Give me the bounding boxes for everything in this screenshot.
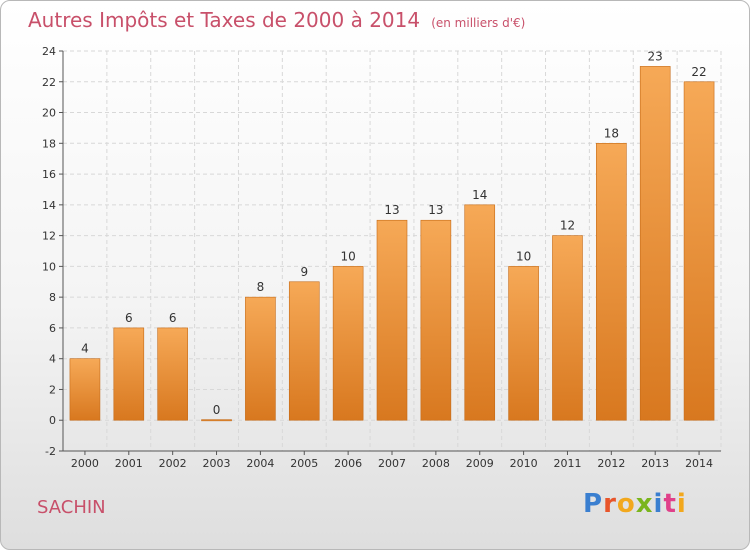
bar-value-label: 10: [340, 249, 355, 263]
x-tick-label: 2011: [553, 457, 581, 470]
bar: [69, 358, 101, 421]
logo-letter: r: [603, 489, 617, 519]
bar: [157, 327, 188, 421]
y-tick-label: 18: [42, 137, 56, 150]
chart-unit: (en milliers d'€): [431, 16, 526, 30]
bar: [420, 219, 452, 421]
bar: [113, 327, 145, 421]
bar: [639, 66, 671, 421]
bar-value-label: 10: [516, 249, 531, 263]
x-tick-label: 2012: [597, 457, 625, 470]
y-tick-label: 10: [42, 260, 56, 273]
y-tick-label: 4: [49, 353, 56, 366]
x-tick-label: 2002: [159, 457, 187, 470]
x-tick-label: 2004: [246, 457, 274, 470]
bar-value-label: 0: [213, 403, 221, 417]
logo-letter: i: [676, 489, 687, 519]
bar: [288, 281, 320, 421]
y-tick-label: 2: [49, 383, 56, 396]
bar-value-label: 18: [604, 126, 619, 140]
bar-value-label: 4: [81, 342, 89, 356]
bar: [596, 143, 627, 421]
bar-value-label: 13: [384, 203, 399, 217]
bar: [332, 266, 364, 421]
bar-value-label: 23: [648, 49, 663, 63]
bar: [245, 296, 276, 421]
y-tick-label: 22: [42, 76, 56, 89]
y-tick-label: 20: [42, 107, 56, 120]
data-labels: 4 6 6 0 8 9 10 13 13 14 10 12 18 23 22: [81, 49, 707, 417]
commune-name: SACHIN: [37, 497, 106, 518]
logo-letter: t: [663, 489, 677, 519]
x-tick-label: 2013: [641, 457, 669, 470]
logo-letter: P: [583, 489, 604, 519]
bar-value-label: 8: [257, 280, 265, 294]
bar-value-label: 14: [472, 188, 487, 202]
chart-title-text: Autres Impôts et Taxes de 2000 à 2014: [28, 8, 421, 32]
x-tick-label: 2014: [685, 457, 713, 470]
bar: [508, 266, 539, 421]
x-tick-label: 2009: [466, 457, 494, 470]
y-tick-label: 0: [49, 414, 56, 427]
bars: [69, 66, 715, 422]
x-tick-label: 2010: [510, 457, 538, 470]
logo-letter: x: [635, 489, 654, 519]
bar-value-label: 6: [125, 311, 133, 325]
y-tick-label: 16: [42, 168, 56, 181]
y-tick-label: 14: [42, 199, 56, 212]
x-tick-label: 2000: [71, 457, 99, 470]
bar-value-label: 9: [300, 265, 308, 279]
x-tick-label: 2007: [378, 457, 406, 470]
bar: [376, 219, 408, 421]
y-tick-label: 12: [42, 230, 56, 243]
bar-value-label: 6: [169, 311, 177, 325]
x-tick-label: 2006: [334, 457, 362, 470]
logo-letter: i: [653, 489, 664, 519]
bar-value-label: 12: [560, 219, 575, 233]
y-tick-label: 6: [49, 322, 56, 335]
bar: [201, 419, 232, 422]
y-tick-label: 8: [49, 291, 56, 304]
bar-value-label: 13: [428, 203, 443, 217]
x-tick-label: 2008: [422, 457, 450, 470]
x-tick-label: 2005: [290, 457, 318, 470]
y-tick-label: -2: [45, 445, 56, 458]
bar: [552, 235, 583, 421]
bar: [683, 81, 715, 421]
proxiti-logo[interactable]: Proxiti: [583, 489, 687, 519]
bar: [464, 204, 496, 421]
x-tick-label: 2003: [203, 457, 231, 470]
bar-value-label: 22: [691, 65, 706, 79]
x-tick-label: 2001: [115, 457, 143, 470]
y-tick-label: 24: [42, 45, 56, 58]
chart-title: Autres Impôts et Taxes de 2000 à 2014 (e…: [28, 8, 525, 32]
logo-letter: o: [616, 489, 636, 519]
